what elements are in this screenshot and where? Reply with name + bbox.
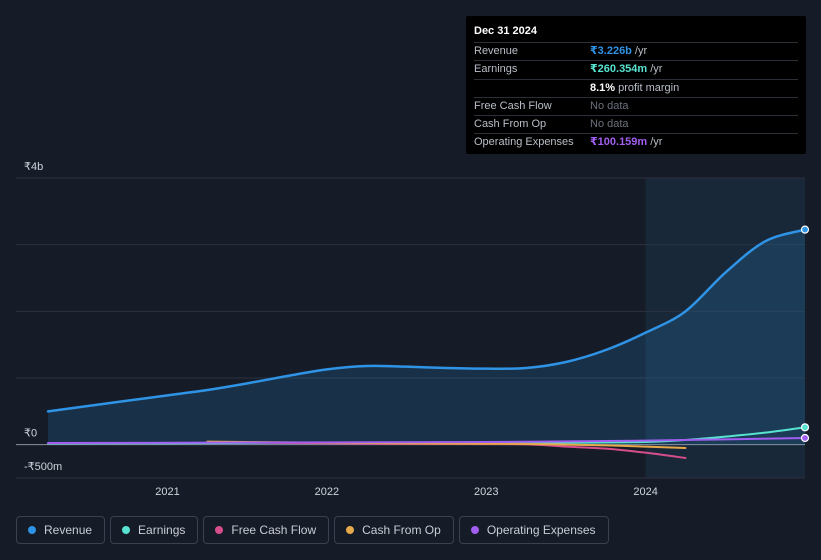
operating-expenses-line <box>47 437 806 444</box>
tooltip-value: ₹3.226b <box>590 45 632 57</box>
tooltip-unit: /yr <box>650 136 663 149</box>
y-tick-label: ₹0 <box>24 428 37 440</box>
legend-dot-icon <box>215 526 224 534</box>
legend-label: Earnings <box>138 523 186 537</box>
tooltip-unit: /yr <box>634 45 648 57</box>
forecast-highlight <box>645 178 805 478</box>
revenue-area <box>48 229 805 445</box>
legend-item[interactable]: Operating Expenses <box>458 516 609 544</box>
x-tick-label: 2021 <box>155 486 179 498</box>
tooltip-label: Revenue <box>474 45 519 57</box>
revenue-endpoint <box>800 225 810 234</box>
chart: ₹4b ₹0 -₹500m 2021 2022 2023 2024 <box>16 161 810 498</box>
earnings-endpoint <box>800 423 810 432</box>
tooltip-row: 8.1% profit margin <box>474 78 798 97</box>
x-tick-label: 2024 <box>633 486 657 498</box>
gridlines <box>16 177 805 479</box>
y-tick-label: ₹4b <box>24 161 43 173</box>
tooltip-value: ₹260.354m <box>590 63 648 76</box>
y-axis-labels: ₹4b ₹0 -₹500m <box>24 161 62 473</box>
x-tick-label: 2023 <box>474 486 498 498</box>
legend-dot-icon <box>470 526 479 534</box>
y-tick-label: -₹500m <box>24 461 62 473</box>
legend-label: Operating Expenses <box>486 523 596 537</box>
series-lines <box>46 228 807 459</box>
tooltip-value: No data <box>590 118 629 131</box>
legend-item[interactable]: Revenue <box>16 516 106 544</box>
legend-item[interactable]: Earnings <box>110 516 199 544</box>
tooltip-label: Operating Expenses <box>474 136 574 149</box>
operating-expenses-endpoint <box>800 433 810 443</box>
tooltip-unit: /yr <box>650 63 663 76</box>
series-endpoints <box>800 225 810 443</box>
tooltip-label: Cash From Op <box>474 118 547 131</box>
tooltip-row: Revenue ₹3.226b/yr <box>474 42 798 60</box>
x-axis-labels: 2021 2022 2023 2024 <box>155 486 658 498</box>
tooltip-unit: profit margin <box>618 81 680 94</box>
tooltip-date: Dec 31 2024 <box>474 25 537 37</box>
tooltip-row: Operating Expenses ₹100.159m/yr <box>474 133 798 151</box>
tooltip-row: Cash From Op No data <box>474 115 798 133</box>
legend-dot-icon <box>346 526 355 534</box>
tooltip-value: No data <box>590 99 629 112</box>
data-tooltip: Dec 31 2024 Revenue ₹3.226b/yr Earnings ₹26… <box>466 16 806 154</box>
tooltip-value: 8.1% <box>590 81 616 94</box>
tooltip-label: Free Cash Flow <box>474 99 552 112</box>
legend-item[interactable]: Free Cash Flow <box>203 516 330 544</box>
tooltip-value: ₹100.159m <box>590 136 648 149</box>
tooltip-row: Earnings ₹260.354m/yr <box>474 60 798 78</box>
tooltip-row: Free Cash Flow No data <box>474 96 798 115</box>
legend: Revenue Earnings Free Cash Flow Cash From O… <box>16 516 609 544</box>
x-tick-label: 2022 <box>315 486 339 498</box>
legend-dot-icon <box>28 526 36 534</box>
tooltip-label: Earnings <box>474 63 518 76</box>
legend-label: Free Cash Flow <box>231 523 317 537</box>
legend-dot-icon <box>122 526 131 534</box>
tooltip-label <box>474 80 590 97</box>
legend-item[interactable]: Cash From Op <box>334 516 454 544</box>
series-areas <box>48 229 805 445</box>
legend-label: Cash From Op <box>362 523 441 537</box>
legend-label: Revenue <box>44 523 93 537</box>
revenue-line <box>46 228 807 413</box>
